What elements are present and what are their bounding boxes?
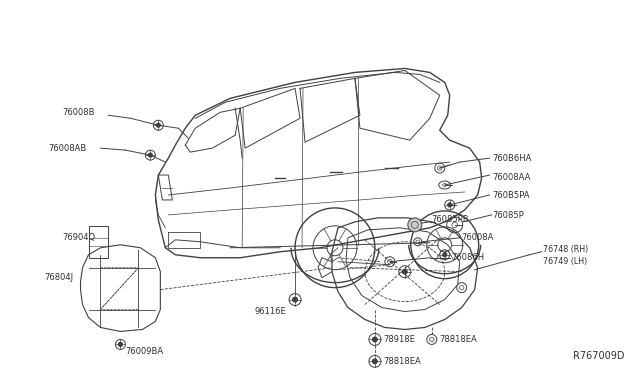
Text: 78818EA: 78818EA (440, 335, 477, 344)
Bar (88, 226, 108, 258)
Text: 76086H: 76086H (452, 253, 485, 262)
Circle shape (118, 343, 122, 346)
Circle shape (403, 269, 407, 274)
Text: 76085P: 76085P (493, 211, 524, 220)
Text: 76904Q: 76904Q (63, 233, 96, 242)
Text: 76009BA: 76009BA (125, 347, 164, 356)
Text: 76008B: 76008B (63, 108, 95, 117)
Circle shape (443, 253, 447, 257)
Text: 76008AA: 76008AA (493, 173, 531, 182)
Text: R767009D: R767009D (573, 351, 625, 361)
Text: 96116E: 96116E (254, 307, 286, 316)
Circle shape (148, 153, 152, 157)
Text: 76749 (LH): 76749 (LH) (543, 257, 587, 266)
Text: 76008A: 76008A (461, 233, 494, 242)
Text: 78818EA: 78818EA (383, 357, 420, 366)
Circle shape (372, 337, 377, 342)
Text: 760B5PA: 760B5PA (493, 192, 530, 201)
Text: 78918E: 78918E (383, 335, 415, 344)
Circle shape (408, 218, 422, 232)
Circle shape (448, 203, 452, 207)
Circle shape (292, 297, 298, 302)
Text: 76008AB: 76008AB (49, 144, 87, 153)
Text: 760B6HA: 760B6HA (493, 154, 532, 163)
Circle shape (372, 359, 377, 363)
Text: 76748 (RH): 76748 (RH) (543, 245, 588, 254)
Circle shape (156, 124, 160, 127)
Text: 76085PB: 76085PB (432, 215, 469, 224)
Text: 76804J: 76804J (45, 273, 74, 282)
